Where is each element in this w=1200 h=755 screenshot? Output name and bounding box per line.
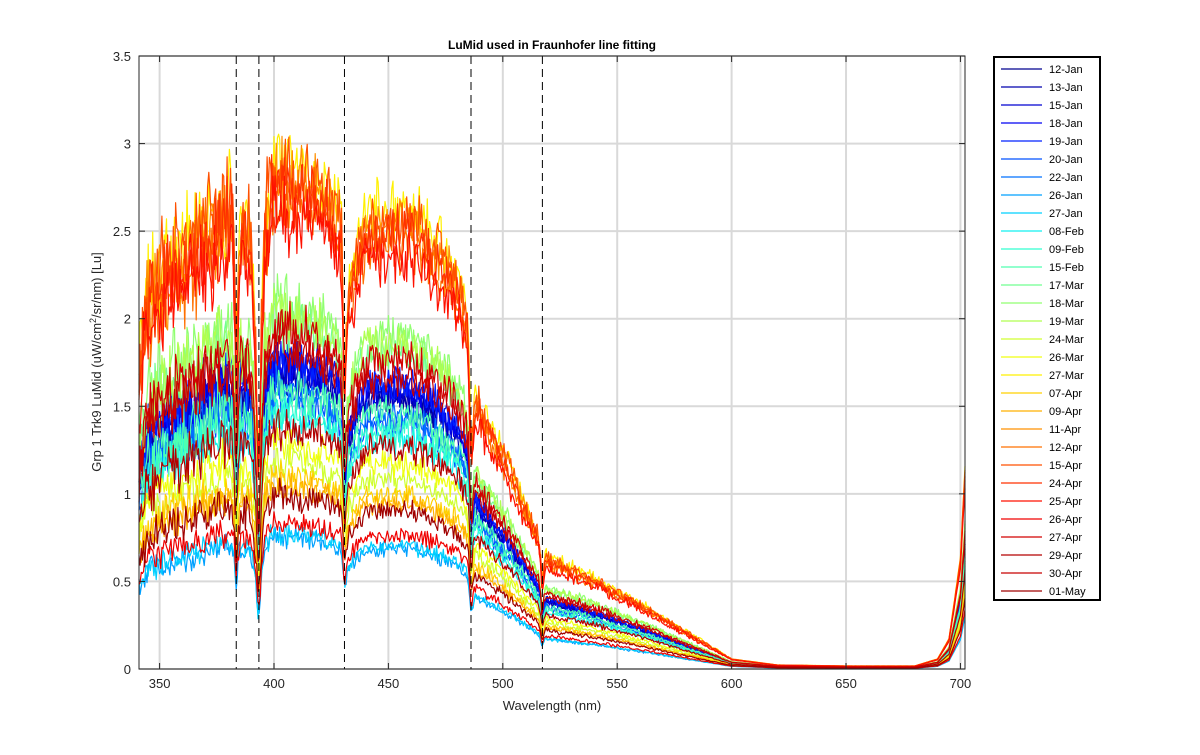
- y-axis-title-tail: /sr/nm) [Lu]: [89, 252, 104, 318]
- y-tick-label: 0: [124, 662, 131, 677]
- legend: 12-Jan 13-Jan 15-Jan 18-Jan 19-Jan 20-Jan 22-J…: [993, 56, 1101, 601]
- legend-label: 12-Apr: [1049, 442, 1082, 454]
- series-layer: [138, 133, 966, 669]
- legend-label: 11-Apr: [1049, 424, 1082, 436]
- legend-label: 25-Apr: [1049, 496, 1082, 508]
- legend-label: 17-Mar: [1049, 280, 1084, 292]
- legend-label: 12-Jan: [1049, 64, 1083, 76]
- legend-label: 26-Apr: [1049, 514, 1082, 526]
- series-line-25-apr: [138, 175, 966, 667]
- legend-label: 07-Apr: [1049, 388, 1082, 400]
- x-tick-label: 600: [721, 676, 743, 691]
- chart-title: LuMid used in Fraunhofer line fitting: [448, 38, 656, 52]
- legend-label: 27-Apr: [1049, 532, 1082, 544]
- tick-layer: 350 400 450 500 550 600 650 700 0 0.5 1 1.5 2 2.5 3 3.5: [113, 49, 971, 691]
- legend-label: 24-Apr: [1049, 478, 1082, 490]
- legend-items: 12-Jan 13-Jan 15-Jan 18-Jan 19-Jan 20-Jan 22-J…: [1001, 64, 1086, 598]
- axes-box: [138, 55, 966, 670]
- y-axis-title: Grp 1 Trk9 LuMid (uW/cm2/sr/nm) [Lu]: [88, 252, 104, 472]
- legend-label: 24-Mar: [1049, 334, 1084, 346]
- x-tick-label: 550: [606, 676, 628, 691]
- legend-label: 20-Jan: [1049, 154, 1083, 166]
- series-line-30-apr: [138, 322, 966, 668]
- legend-label: 18-Mar: [1049, 298, 1084, 310]
- legend-label: 26-Mar: [1049, 352, 1084, 364]
- y-tick-label: 0.5: [113, 574, 131, 589]
- legend-label: 22-Jan: [1049, 172, 1083, 184]
- legend-box: [993, 56, 1101, 601]
- legend-label: 09-Apr: [1049, 406, 1082, 418]
- legend-label: 29-Apr: [1049, 550, 1082, 562]
- legend-label: 15-Apr: [1049, 460, 1082, 472]
- legend-label: 27-Jan: [1049, 208, 1083, 220]
- x-tick-label: 700: [950, 676, 972, 691]
- y-tick-label: 1: [124, 487, 131, 502]
- x-axis-title: Wavelength (nm): [503, 698, 602, 713]
- legend-label: 01-May: [1049, 586, 1086, 598]
- x-tick-label: 450: [378, 676, 400, 691]
- y-axis-title-main: Grp 1 Trk9 LuMid (uW/cm: [89, 323, 104, 472]
- x-tick-label: 400: [263, 676, 285, 691]
- legend-label: 19-Jan: [1049, 136, 1083, 148]
- legend-label: 15-Jan: [1049, 100, 1083, 112]
- legend-label: 13-Jan: [1049, 82, 1083, 94]
- legend-label: 26-Jan: [1049, 190, 1083, 202]
- x-tick-label: 650: [835, 676, 857, 691]
- y-tick-label: 2: [124, 312, 131, 327]
- series-line-01-may: [138, 477, 966, 669]
- y-tick-label: 2.5: [113, 224, 131, 239]
- fraunhofer-layer: [235, 56, 543, 669]
- legend-label: 09-Feb: [1049, 244, 1084, 256]
- legend-label: 15-Feb: [1049, 262, 1084, 274]
- y-axis-title-superscript: 2: [88, 318, 98, 323]
- legend-label: 19-Mar: [1049, 316, 1084, 328]
- x-tick-label: 500: [492, 676, 514, 691]
- legend-label: 08-Feb: [1049, 226, 1084, 238]
- y-tick-label: 3.5: [113, 49, 131, 64]
- x-tick-label: 350: [149, 676, 171, 691]
- y-tick-label: 3: [124, 137, 131, 152]
- legend-label: 30-Apr: [1049, 568, 1082, 580]
- legend-label: 27-Mar: [1049, 370, 1084, 382]
- legend-label: 18-Jan: [1049, 118, 1083, 130]
- y-tick-label: 1.5: [113, 399, 131, 414]
